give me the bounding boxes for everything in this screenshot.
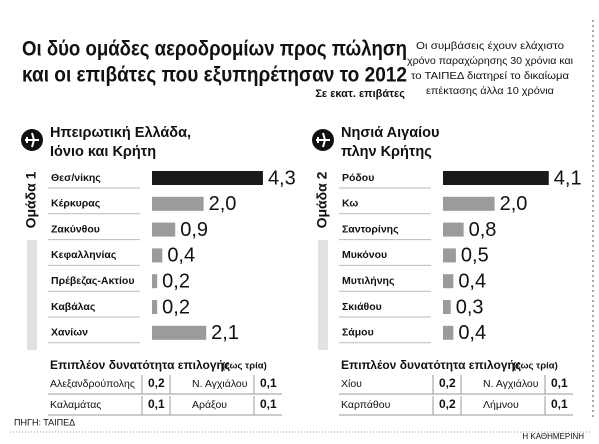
source: ΠΗΓΗ: ΤΑΙΠΕΔ [14, 417, 75, 427]
category-label: Ζακύνθου [51, 223, 100, 235]
plane-icon [316, 132, 330, 148]
category-label: Χανίων [51, 327, 88, 339]
value-label: 0,2 [162, 296, 190, 318]
option-name: Ν. Αγχιάλου [483, 378, 539, 390]
credit: Η ΚΑΘΗΜΕΡΙΝΗ [522, 432, 584, 441]
value-label: 0,4 [458, 270, 486, 292]
value-label: 0,9 [180, 219, 208, 241]
value-label: 4,1 [554, 167, 582, 189]
group-band [318, 240, 328, 350]
group-heading: Νησιά Αιγαίου [341, 125, 439, 141]
group-band [27, 240, 37, 350]
value-label: 0,3 [456, 296, 484, 318]
title-line: και οι επιβάτες που εξυπηρέτησαν το 2012 [22, 64, 407, 87]
option-value: 0,2 [148, 376, 165, 390]
bar [152, 196, 204, 211]
value-label: 2,0 [209, 193, 237, 215]
category-label: Σαντορίνης [342, 223, 399, 235]
plane-icon [25, 132, 39, 148]
options-title: Επιπλέον δυνατότητα επιλογής [341, 358, 521, 372]
option-name: Αράξου [192, 399, 227, 411]
note-line: επέκτασης άλλα 10 χρόνια [426, 85, 554, 97]
note-line: το ΤΑΙΠΕΔ διατηρεί το δικαίωμα [411, 70, 569, 82]
bar [443, 222, 464, 237]
value-label: 0,8 [469, 219, 497, 241]
bar [443, 300, 451, 314]
note-line: χρόνο παραχώρησης 30 χρόνια και [407, 55, 574, 67]
value-label: 0,5 [461, 245, 489, 267]
subtitle: Σε εκατ. επιβάτες [315, 88, 405, 100]
value-label: 0,2 [162, 270, 190, 292]
group-label: Ομάδα 2 [314, 171, 330, 228]
category-label: Σάμου [342, 327, 374, 339]
option-value: 0,1 [551, 376, 568, 390]
option-value: 0,1 [551, 397, 568, 411]
option-value: 0,2 [439, 397, 456, 411]
category-label: Κέρκυρας [51, 198, 101, 210]
options-qualifier: (έως τρία) [222, 361, 267, 372]
option-name: Καρπάθου [341, 399, 391, 411]
category-label: Σκιάθου [342, 301, 382, 313]
bar [152, 300, 158, 314]
bar [443, 248, 456, 263]
category-label: Κω [342, 198, 358, 210]
bar [152, 325, 207, 340]
category-label: Καβάλας [51, 301, 96, 313]
bar [152, 274, 158, 289]
option-value: 0,1 [260, 397, 277, 411]
bar [152, 248, 163, 263]
group-heading: Ιόνιο και Κρήτη [50, 144, 156, 160]
bar [443, 325, 454, 340]
group-label: Ομάδα 1 [23, 171, 39, 228]
option-value: 0,1 [260, 376, 277, 390]
option-value: 0,2 [439, 376, 456, 390]
category-label: Πρέβεζας-Ακτίου [51, 275, 134, 287]
category-label: Μυκόνου [342, 249, 387, 261]
group-heading: πλην Κρήτης [341, 144, 432, 160]
option-name: Λήμνου [483, 399, 519, 411]
category-label: Θεσ/νίκης [51, 172, 101, 184]
options-title: Επιπλέον δυνατότητα επιλογής [50, 358, 230, 372]
note-line: Οι συμβάσεις έχουν ελάχιστο [416, 40, 564, 52]
bar [152, 171, 263, 185]
option-name: Χίου [341, 378, 362, 390]
category-label: Μυτιλήνης [342, 275, 395, 287]
value-label: 2,1 [211, 322, 239, 344]
category-label: Κεφαλληνίας [51, 249, 117, 261]
value-label: 0,4 [167, 245, 195, 267]
option-name: Καλαμάτας [50, 399, 101, 411]
option-value: 0,1 [148, 397, 165, 411]
options-qualifier: (έως τρία) [513, 361, 558, 372]
category-label: Ρόδου [342, 172, 374, 184]
bar [443, 274, 454, 289]
bar [152, 222, 176, 237]
value-label: 2,0 [500, 193, 528, 215]
group-heading: Ηπειρωτική Ελλάδα, [50, 125, 191, 141]
title-line: Οι δύο ομάδες αεροδρομίων προς πώληση [22, 38, 407, 61]
bar [443, 171, 549, 185]
bar [443, 196, 495, 211]
value-label: 0,4 [458, 322, 486, 344]
option-name: Αλεξανδρούπολης [50, 378, 135, 390]
option-name: Ν. Αγχιάλου [192, 378, 248, 390]
value-label: 4,3 [268, 167, 296, 189]
